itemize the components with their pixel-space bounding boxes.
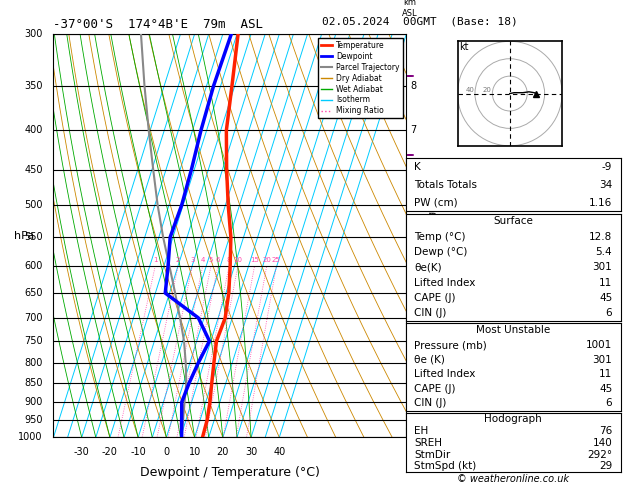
Text: 45: 45 [599, 384, 612, 394]
Text: 76: 76 [599, 426, 612, 436]
Text: 5.4: 5.4 [596, 247, 612, 257]
Text: 500: 500 [25, 200, 43, 210]
Text: km
ASL: km ASL [402, 0, 418, 18]
Text: CIN (J): CIN (J) [415, 399, 447, 408]
Text: Mixing Ratio (g/kg): Mixing Ratio (g/kg) [428, 193, 437, 278]
Text: 4: 4 [411, 261, 416, 271]
Text: 850: 850 [25, 378, 43, 388]
Text: 8: 8 [411, 81, 416, 91]
Text: 550: 550 [25, 232, 43, 242]
Text: 4: 4 [201, 257, 205, 263]
Text: 11: 11 [599, 278, 612, 288]
Text: 140: 140 [593, 438, 612, 448]
Text: CIN (J): CIN (J) [415, 308, 447, 318]
Text: 40: 40 [465, 87, 474, 93]
Text: 292°: 292° [587, 450, 612, 460]
Text: Temp (°C): Temp (°C) [415, 232, 466, 242]
Text: 02.05.2024  00GMT  (Base: 18): 02.05.2024 00GMT (Base: 18) [322, 17, 518, 27]
Text: 7: 7 [411, 125, 417, 136]
Text: 20: 20 [482, 87, 491, 93]
Text: 950: 950 [25, 415, 43, 425]
Text: Lifted Index: Lifted Index [415, 278, 476, 288]
Text: 10: 10 [233, 257, 242, 263]
Text: StmDir: StmDir [415, 450, 450, 460]
Text: -20: -20 [102, 448, 118, 457]
Text: 29: 29 [599, 462, 612, 471]
Text: hPa: hPa [14, 231, 34, 241]
Text: -10: -10 [130, 448, 146, 457]
Text: © weatheronline.co.uk: © weatheronline.co.uk [457, 473, 569, 484]
Text: 6: 6 [606, 399, 612, 408]
Text: 700: 700 [25, 313, 43, 323]
Text: Hodograph: Hodograph [484, 414, 542, 424]
Text: Lifted Index: Lifted Index [415, 369, 476, 379]
Text: θe(K): θe(K) [415, 262, 442, 272]
Text: 40: 40 [273, 448, 286, 457]
Text: 5: 5 [411, 200, 417, 210]
Text: 450: 450 [25, 165, 43, 175]
Text: EH: EH [415, 426, 428, 436]
Text: Surface: Surface [493, 216, 533, 226]
Text: 600: 600 [25, 261, 43, 271]
Text: 12.8: 12.8 [589, 232, 612, 242]
Text: Dewpoint / Temperature (°C): Dewpoint / Temperature (°C) [140, 466, 320, 479]
Text: 350: 350 [25, 81, 43, 91]
Text: 34: 34 [599, 180, 612, 190]
Text: 20: 20 [262, 257, 271, 263]
Text: 6: 6 [216, 257, 220, 263]
Text: Totals Totals: Totals Totals [415, 180, 477, 190]
Text: 30: 30 [245, 448, 257, 457]
Text: 6: 6 [411, 165, 416, 175]
Text: -37°00'S  174°4B'E  79m  ASL: -37°00'S 174°4B'E 79m ASL [53, 18, 264, 32]
Text: 800: 800 [25, 358, 43, 367]
Text: 400: 400 [25, 125, 43, 136]
Text: Pressure (mb): Pressure (mb) [415, 340, 487, 350]
Text: 3: 3 [190, 257, 194, 263]
Text: 750: 750 [25, 336, 43, 346]
Text: Most Unstable: Most Unstable [476, 326, 550, 335]
Text: 20: 20 [216, 448, 229, 457]
Text: 5: 5 [209, 257, 213, 263]
Text: 0: 0 [164, 448, 169, 457]
Text: K: K [415, 162, 421, 172]
Text: CAPE (J): CAPE (J) [415, 293, 456, 303]
Text: 900: 900 [25, 397, 43, 407]
Text: CAPE (J): CAPE (J) [415, 384, 456, 394]
Text: StmSpd (kt): StmSpd (kt) [415, 462, 477, 471]
Text: SREH: SREH [415, 438, 442, 448]
Text: PW (cm): PW (cm) [415, 197, 458, 208]
Text: 1000: 1000 [18, 433, 43, 442]
Text: 45: 45 [599, 293, 612, 303]
Text: 6: 6 [606, 308, 612, 318]
Text: -9: -9 [602, 162, 612, 172]
Text: 650: 650 [25, 288, 43, 298]
Text: 2: 2 [176, 257, 181, 263]
Text: 25: 25 [272, 257, 281, 263]
Text: -30: -30 [74, 448, 89, 457]
Text: 2: 2 [411, 358, 417, 367]
Legend: Temperature, Dewpoint, Parcel Trajectory, Dry Adiabat, Wet Adiabat, Isotherm, Mi: Temperature, Dewpoint, Parcel Trajectory… [318, 38, 403, 119]
Text: 11: 11 [599, 369, 612, 379]
Text: 1LCL: 1LCL [411, 398, 431, 407]
Text: 301: 301 [593, 262, 612, 272]
Text: Dewp (°C): Dewp (°C) [415, 247, 468, 257]
Text: 8: 8 [226, 257, 231, 263]
Text: kt: kt [459, 42, 469, 52]
Text: 301: 301 [593, 355, 612, 364]
Text: θe (K): θe (K) [415, 355, 445, 364]
Text: 10: 10 [189, 448, 201, 457]
Text: 1: 1 [153, 257, 157, 263]
Text: 15: 15 [250, 257, 259, 263]
Text: 300: 300 [25, 29, 43, 39]
Text: 1.16: 1.16 [589, 197, 612, 208]
Text: 1001: 1001 [586, 340, 612, 350]
Text: 3: 3 [411, 313, 416, 323]
Text: 1: 1 [411, 397, 416, 407]
